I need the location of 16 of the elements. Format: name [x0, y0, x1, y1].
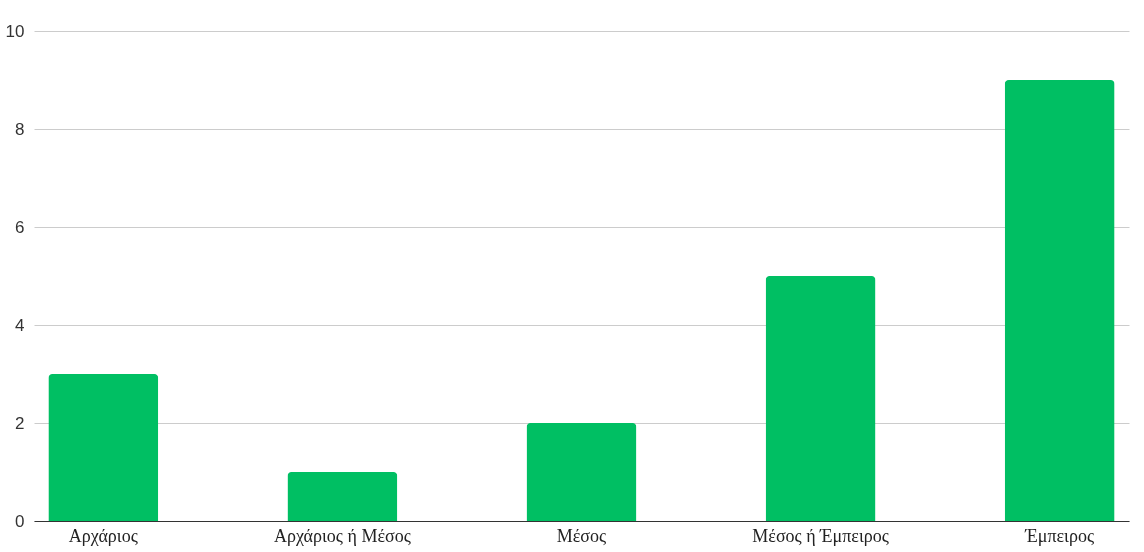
y-tick-label: 4: [15, 315, 25, 335]
y-tick-label: 8: [15, 119, 25, 139]
y-tick-label: 10: [5, 21, 25, 41]
bar: [765, 276, 876, 521]
bar: [526, 423, 637, 521]
x-tick-label: Έμπειρος: [1024, 525, 1095, 546]
x-tick-label: Αρχάριος: [68, 525, 138, 546]
x-tick-label: Μέσος: [556, 525, 607, 546]
y-tick-label: 6: [15, 217, 25, 237]
bar: [48, 374, 159, 521]
y-tick-label: 2: [15, 413, 25, 433]
y-tick-label: 0: [15, 511, 25, 531]
bar: [1004, 80, 1115, 521]
x-tick-label: Αρχάριος ή Μέσος: [274, 525, 411, 546]
bar: [287, 472, 398, 521]
x-tick-label: Μέσος ή Έμπειρος: [752, 525, 889, 546]
